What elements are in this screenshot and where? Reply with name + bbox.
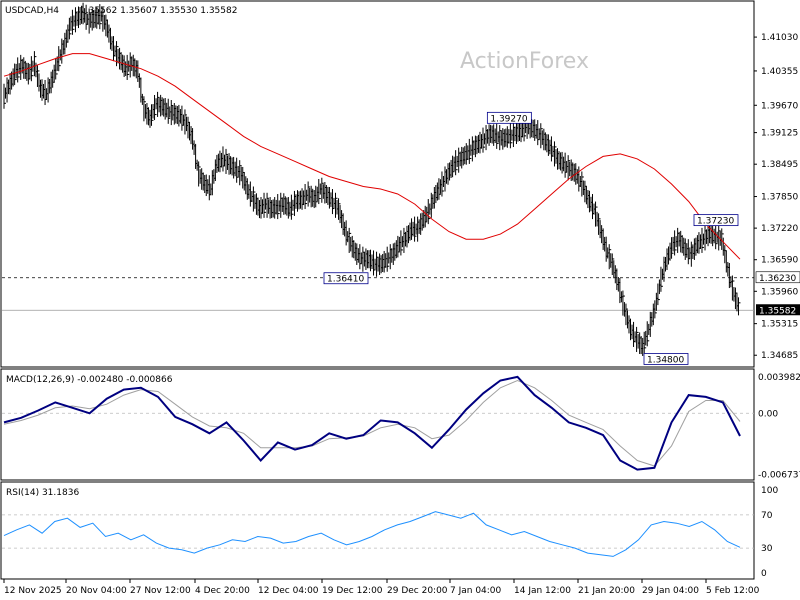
dashed-level-label: 1.36230 (759, 274, 796, 284)
price-label: 1.39270 (490, 114, 527, 124)
x-tick-label: 29 Jan 04:00 (642, 586, 699, 596)
x-tick-label: 27 Nov 12:00 (130, 586, 191, 596)
price-label-box (643, 353, 689, 365)
rsi-y-axis: 100 70 30 0 (761, 486, 778, 579)
macd-y-tick-label: 0.003982 (758, 373, 800, 383)
macd-y-axis: 0.003982 0.00 -0.006737 (758, 373, 800, 480)
price-y-axis: 1.41030 1.40355 1.39670 1.39125 1.38495 1.378… (754, 33, 798, 361)
macd-signal-line (3, 379, 741, 467)
price-y-tick-label: 1.37220 (761, 224, 798, 234)
x-tick-label: 12 Dec 04:00 (258, 586, 319, 596)
price-y-tick-label: 1.39125 (761, 129, 798, 139)
rsi-panel-frame (0, 481, 755, 580)
rsi-title: RSI(14) 31.1836 (6, 488, 79, 498)
x-tick-label: 12 Nov 2025 (4, 586, 62, 596)
x-tick-label: 20 Nov 04:00 (66, 586, 127, 596)
dashed-level-tag: 1.36230 (755, 271, 800, 284)
current-price-label: 1.35582 (759, 306, 796, 316)
price-y-tick-label: 1.34685 (761, 351, 798, 361)
price-y-tick-label: 1.38495 (761, 160, 798, 170)
rsi-y-tick-label: 100 (761, 486, 778, 496)
price-bars (3, 2, 741, 356)
header-ohlc: 1.35562 1.35607 1.35530 1.35582 (80, 6, 237, 16)
x-tick-label: 5 Feb 12:00 (706, 586, 760, 596)
x-tick-label: 21 Jan 20:00 (578, 586, 635, 596)
watermark: ActionForex (460, 49, 589, 74)
price-label-box (323, 272, 369, 285)
price-y-tick-label: 1.36590 (761, 256, 798, 266)
macd-line (3, 375, 741, 471)
price-label: 1.34800 (647, 355, 684, 365)
macd-title: MACD(12,26,9) -0.002480 -0.000866 (6, 375, 173, 385)
macd-panel-frame (0, 368, 755, 481)
moving-average-line (3, 53, 741, 260)
x-tick-label: 7 Jan 04:00 (450, 586, 502, 596)
price-y-tick-label: 1.41030 (761, 33, 798, 43)
x-tick-label: 4 Dec 20:00 (195, 586, 250, 596)
x-tick-label: 19 Dec 12:00 (322, 586, 383, 596)
x-axis: 12 Nov 2025 20 Nov 04:00 27 Nov 12:00 4 Dec… (3, 579, 760, 596)
current-price-tag: 1.35582 (756, 304, 800, 316)
price-label: 1.36410 (327, 275, 364, 285)
price-y-tick-label: 1.37850 (761, 193, 798, 203)
macd-y-tick-label: -0.006737 (758, 471, 800, 481)
rsi-y-tick-label: 30 (761, 544, 773, 554)
price-label-box (693, 214, 739, 227)
price-y-tick-label: 1.35315 (761, 320, 798, 330)
price-label-box (486, 111, 532, 124)
rsi-line (3, 511, 741, 557)
rsi-y-tick-label: 70 (761, 511, 773, 521)
header-symbol: USDCAD,H4 (5, 6, 59, 16)
price-y-tick-label: 1.39670 (761, 101, 798, 111)
x-tick-label: 14 Jan 12:00 (514, 586, 571, 596)
price-panel-frame (0, 0, 755, 368)
x-tick-label: 29 Dec 20:00 (387, 586, 448, 596)
price-label: 1.37230 (697, 217, 734, 227)
macd-y-tick-label: 0.00 (758, 409, 778, 419)
rsi-y-tick-label: 0 (761, 569, 767, 579)
price-y-tick-label: 1.35960 (761, 287, 798, 297)
price-y-tick-label: 1.40355 (761, 67, 798, 77)
price-labels: 1.39270 1.36410 1.37230 1.34800 (323, 111, 739, 365)
